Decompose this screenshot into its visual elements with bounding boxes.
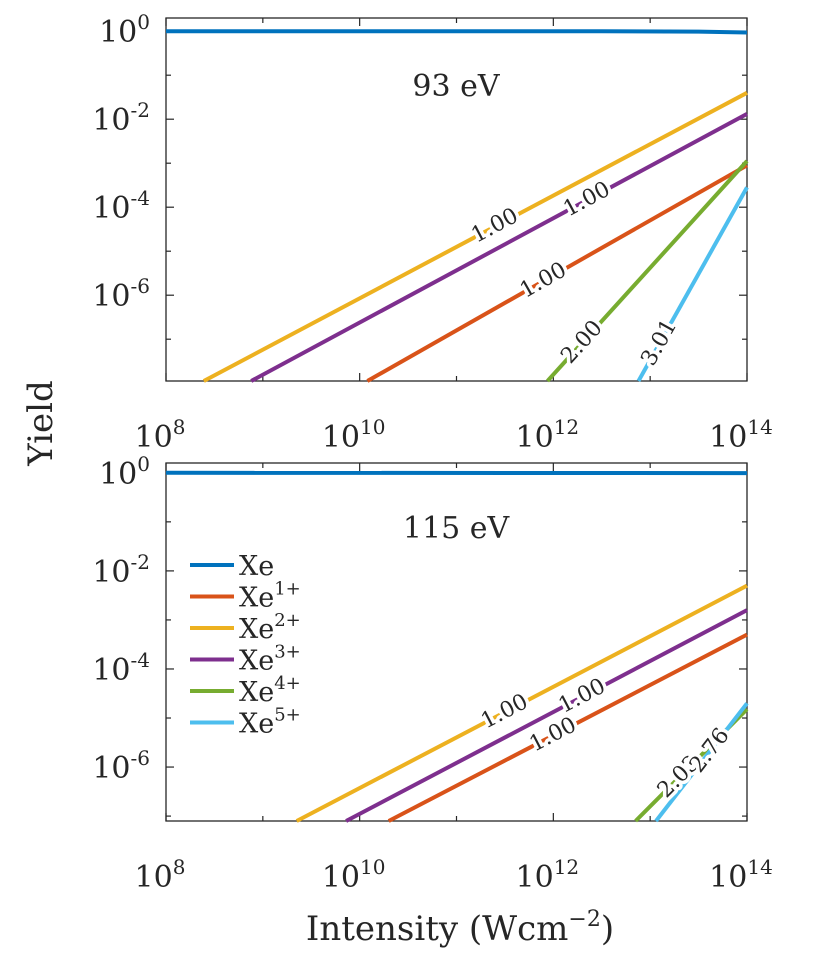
- x-tick-label: 108: [135, 415, 186, 455]
- series-line-Xe1plus: [387, 632, 748, 823]
- panel-title: 93 eV: [412, 69, 500, 104]
- slope-label: 3.01: [636, 315, 682, 370]
- x-tick-label: 108: [135, 855, 186, 895]
- y-tick-label: 10-2: [92, 98, 150, 138]
- slope-label: 1.00: [516, 258, 571, 304]
- slope-label: 1.00: [526, 713, 581, 758]
- y-axis-label: Yield: [21, 380, 61, 466]
- series-line-Xe: [166, 29, 748, 35]
- series-line-Xe3plus: [345, 608, 748, 823]
- series-line-Xe3plus: [250, 112, 748, 383]
- y-tick-label: 100: [99, 452, 150, 492]
- series-line-Xe4plus: [546, 159, 749, 383]
- slope-label: 1.00: [559, 177, 614, 222]
- legend-label: Xe4+: [239, 673, 301, 708]
- x-tick-label: 1014: [709, 415, 773, 455]
- y-tick-label: 10-6: [92, 746, 150, 786]
- legend-label: Xe3+: [239, 642, 301, 677]
- panel-title: 115 eV: [403, 511, 511, 546]
- y-tick-label: 10-6: [92, 274, 150, 314]
- series-line-Xe5plus: [654, 702, 749, 823]
- legend-label: Xe2+: [239, 610, 301, 645]
- y-tick-label: 10-4: [92, 648, 150, 688]
- series-line-Xe2plus: [202, 91, 748, 383]
- series-line-Xe2plus: [295, 583, 748, 823]
- y-tick-label: 100: [99, 10, 150, 50]
- y-tick-label: 10-2: [92, 550, 150, 590]
- panel-93ev: 108 1010 1012 1014 100 10-2 10-4 10-6 1.00 1.00 1.…: [92, 10, 772, 455]
- legend-label: Xe5+: [239, 705, 301, 740]
- x-tick-label: 1010: [322, 855, 386, 895]
- series-line-Xe1plus: [366, 163, 748, 383]
- series-line-Xe5plus: [636, 186, 749, 382]
- x-axis-label: Intensity (Wcm−2): [306, 907, 614, 949]
- x-tick-label: 1012: [516, 855, 580, 895]
- x-tick-label: 1014: [709, 855, 773, 895]
- legend-label: Xe1+: [239, 579, 301, 614]
- slope-label: 1.00: [467, 203, 522, 248]
- y-tick-label: 10-4: [92, 186, 150, 226]
- legend-label: Xe: [239, 551, 274, 582]
- x-tick-label: 1012: [516, 415, 580, 455]
- x-tick-label: 1010: [322, 415, 386, 455]
